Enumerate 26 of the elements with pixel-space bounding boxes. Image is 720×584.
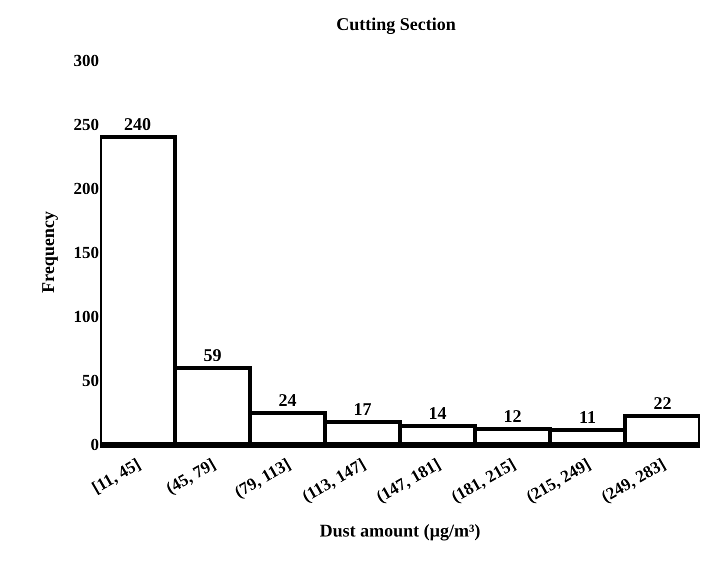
chart-title: Cutting Section (336, 14, 456, 34)
y-tick-label: 200 (74, 178, 99, 198)
y-tick-label: 150 (74, 242, 99, 262)
x-tick-label: (45, 79] (162, 454, 219, 498)
y-tick-label: 300 (74, 50, 99, 70)
x-tick-label: (79, 113] (231, 454, 294, 502)
x-tick-label: [11, 45] (88, 454, 144, 498)
y-axis-title: Frequency (38, 211, 58, 293)
y-tick-label: 100 (74, 306, 99, 326)
data-label: 17 (354, 399, 372, 419)
x-axis-title: Dust amount (µg/m³) (320, 520, 480, 541)
data-label: 14 (428, 403, 446, 423)
y-tick-label: 50 (82, 370, 99, 390)
data-label: 11 (578, 407, 596, 427)
x-tick-label: (113, 147] (298, 454, 369, 506)
y-tick-label: 250 (74, 114, 99, 134)
x-tick-label: (181, 215] (448, 454, 519, 506)
y-tick-label: 0 (90, 434, 99, 454)
data-label: 12 (504, 406, 522, 426)
data-label: 240 (124, 114, 151, 134)
x-tick-label: (249, 283] (598, 454, 669, 506)
data-label: 24 (278, 390, 296, 410)
x-tick-label: (147, 181] (372, 454, 444, 506)
x-tick-label: (215, 249] (522, 454, 594, 506)
data-label: 59 (204, 345, 222, 365)
data-label: 22 (654, 393, 672, 413)
